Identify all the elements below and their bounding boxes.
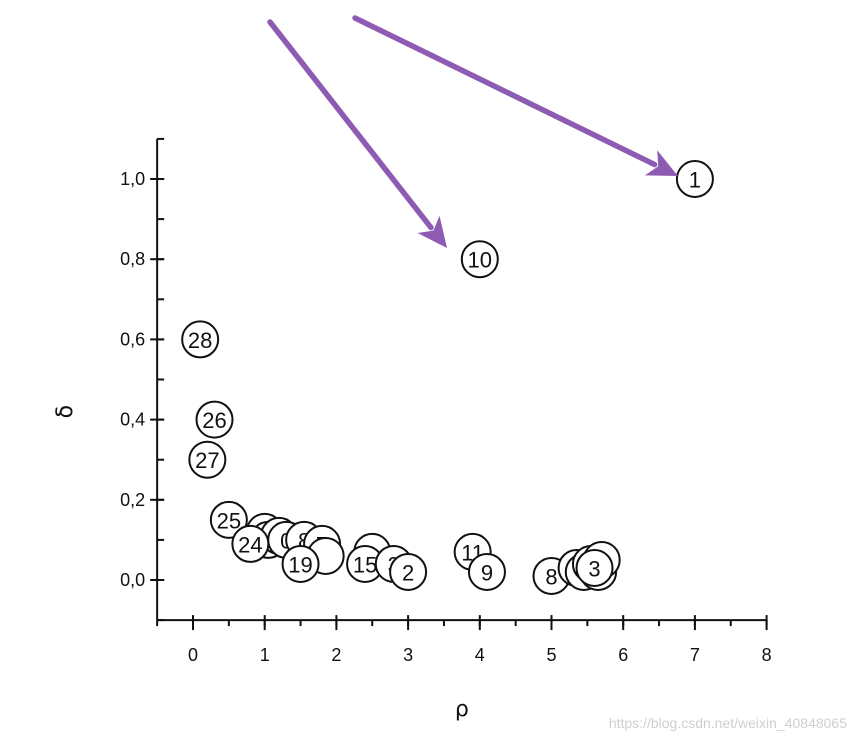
x-tick-label: 7 <box>690 645 700 665</box>
point-label: 8 <box>545 564 557 589</box>
point-marker <box>675 160 714 198</box>
x-tick-label: 3 <box>403 645 413 665</box>
data-point: 3 <box>575 548 614 587</box>
data-point: 28 <box>181 320 220 359</box>
annotation-arrows <box>267 15 678 248</box>
y-tick-label: 0,6 <box>120 329 145 349</box>
point-marker <box>281 544 320 583</box>
point-marker <box>195 400 234 439</box>
data-point: 27 <box>188 440 227 479</box>
point-label: 2 <box>402 560 414 585</box>
y-axis-label: δ <box>53 405 78 418</box>
x-tick-label: 8 <box>762 645 772 665</box>
axes: 0,0 0,2 0,4 0,6 0,8 1,0 0 1 2 3 4 5 6 7 8 <box>120 137 772 665</box>
y-tick-label: 0,2 <box>120 490 145 510</box>
y-tick-label: 1,0 <box>120 169 145 189</box>
data-point: 26 <box>195 400 234 439</box>
x-tick-label: 0 <box>188 645 198 665</box>
data-point: 9 <box>467 552 506 591</box>
data-point: 24 <box>231 524 270 563</box>
point-label: 25 <box>217 508 241 533</box>
point-label: 28 <box>188 328 212 353</box>
point-label: 1 <box>689 168 701 193</box>
point-marker <box>467 552 506 591</box>
x-axis-label: ρ <box>455 697 469 722</box>
point-marker <box>575 548 614 587</box>
x-tick-label: 5 <box>546 645 556 665</box>
point-label: 24 <box>238 532 262 557</box>
data-point: 25 <box>209 500 248 539</box>
data-point: 10 <box>460 240 499 279</box>
point-marker <box>231 524 270 563</box>
arrow-shaft <box>352 15 658 168</box>
y-tick-label: 0,4 <box>120 410 145 430</box>
watermark: https://blog.csdn.net/weixin_40848065 <box>608 715 847 731</box>
y-tick-label: 0,8 <box>120 249 145 269</box>
point-label: 3 <box>588 556 600 581</box>
x-tick-label: 6 <box>618 645 628 665</box>
x-tick-label: 4 <box>475 645 485 665</box>
point-marker <box>209 500 248 539</box>
point-label: 27 <box>195 448 219 473</box>
point-marker <box>181 320 220 359</box>
data-points: 1102826272508724191532119873 <box>181 160 714 595</box>
arrow-head <box>644 150 678 176</box>
point-label: 10 <box>468 248 492 273</box>
data-point: 2 <box>389 552 428 591</box>
arrow-to-point-1 <box>352 15 678 176</box>
point-label: 15 <box>353 552 377 577</box>
point-label: 9 <box>481 560 493 585</box>
point-marker <box>188 440 227 479</box>
point-marker <box>460 240 499 279</box>
arrow-shaft <box>267 19 434 231</box>
x-tick-label: 1 <box>260 645 270 665</box>
arrow-to-point-10 <box>267 19 447 248</box>
arrow-head <box>417 215 447 248</box>
data-point: 1 <box>675 160 714 198</box>
data-point: 19 <box>281 544 320 583</box>
point-label: 19 <box>288 552 312 577</box>
y-tick-label: 0,0 <box>120 570 145 590</box>
point-marker <box>389 552 428 591</box>
point-label: 26 <box>202 408 226 433</box>
x-tick-label: 2 <box>331 645 341 665</box>
